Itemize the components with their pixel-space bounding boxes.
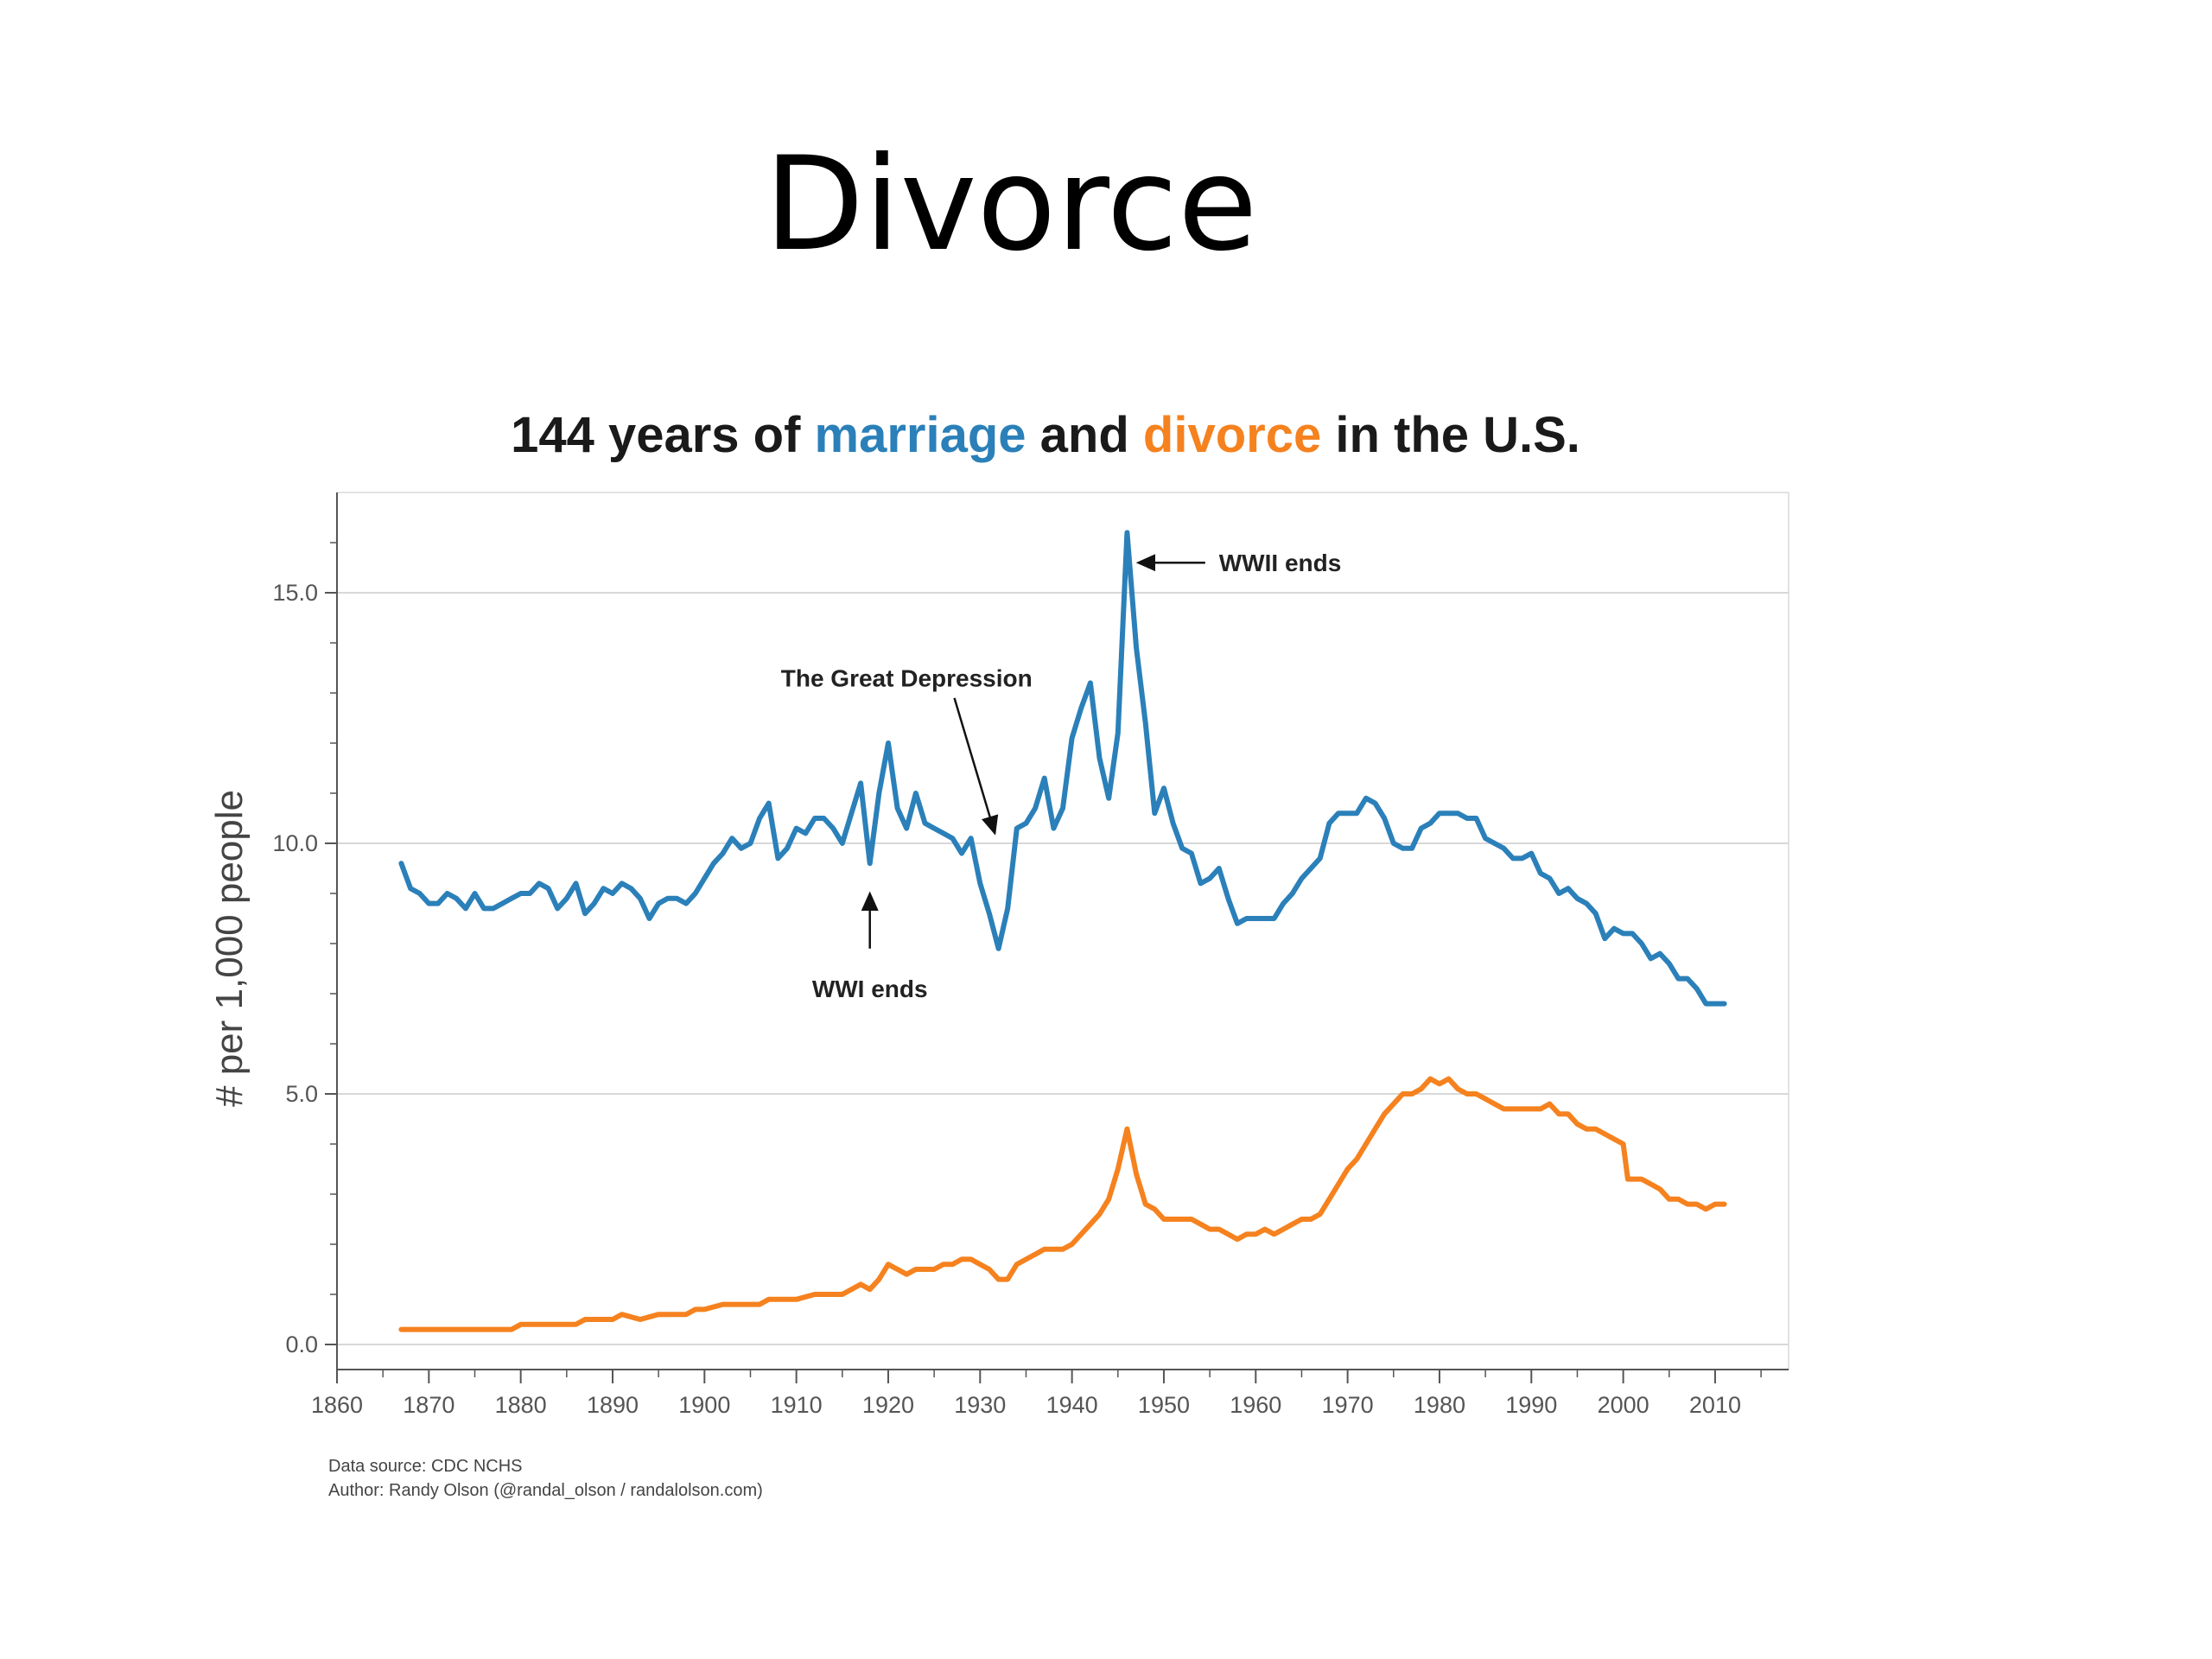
x-tick-label-1950: 1950 bbox=[1138, 1392, 1190, 1418]
chart-title-marriage: marriage bbox=[814, 407, 1027, 463]
x-tick-label-1980: 1980 bbox=[1414, 1392, 1465, 1418]
x-tick-label-1940: 1940 bbox=[1046, 1392, 1098, 1418]
x-tick-label-1990: 1990 bbox=[1505, 1392, 1557, 1418]
chart-title-divorce: divorce bbox=[1142, 407, 1322, 463]
x-tick-label-2010: 2010 bbox=[1689, 1392, 1741, 1418]
x-tick-label-1900: 1900 bbox=[678, 1392, 730, 1418]
marriage-line bbox=[398, 530, 1727, 1007]
x-tick-label-1890: 1890 bbox=[587, 1392, 639, 1418]
y-axis-label: # per 1,000 people bbox=[208, 790, 251, 1107]
data-source-note: Data source: CDC NCHS bbox=[328, 1457, 523, 1476]
x-tick-label-1910: 1910 bbox=[771, 1392, 823, 1418]
author-note: Author: Randy Olson (@randal_olson / ran… bbox=[328, 1481, 763, 1500]
chart-title: 144 years of marriage and divorce in the… bbox=[328, 406, 1763, 464]
x-tick-label-1880: 1880 bbox=[495, 1392, 547, 1418]
annotation-wwii-ends: WWII ends bbox=[1219, 550, 1342, 576]
annotation-wwi-ends: WWI ends bbox=[812, 976, 928, 1002]
x-tick-label-1930: 1930 bbox=[954, 1392, 1006, 1418]
chart-title-part-5: in the U.S. bbox=[1321, 407, 1580, 463]
y-tick-label-5.0: 5.0 bbox=[285, 1081, 318, 1107]
y-tick-label-15.0: 15.0 bbox=[272, 580, 318, 606]
x-tick-label-1970: 1970 bbox=[1322, 1392, 1374, 1418]
y-tick-label-0.0: 0.0 bbox=[285, 1332, 318, 1357]
y-tick-label-10.0: 10.0 bbox=[272, 830, 318, 856]
annotation-arrow-the-great-depression bbox=[953, 697, 999, 836]
x-tick-label-1920: 1920 bbox=[862, 1392, 914, 1418]
annotation-the-great-depression: The Great Depression bbox=[781, 665, 1033, 692]
plot-area bbox=[336, 492, 1789, 1370]
slide-title: Divorce bbox=[764, 130, 1258, 280]
x-tick-label-1860: 1860 bbox=[311, 1392, 363, 1418]
x-tick-label-2000: 2000 bbox=[1598, 1392, 1649, 1418]
divorce-line bbox=[398, 1076, 1727, 1332]
chart-title-part-3: and bbox=[1026, 407, 1143, 463]
chart-footer: Data source: CDC NCHS Author: Randy Olso… bbox=[328, 1454, 763, 1503]
chart-title-part-1: 144 years of bbox=[511, 407, 815, 463]
x-tick-label-1870: 1870 bbox=[403, 1392, 454, 1418]
x-tick-label-1960: 1960 bbox=[1230, 1392, 1281, 1418]
